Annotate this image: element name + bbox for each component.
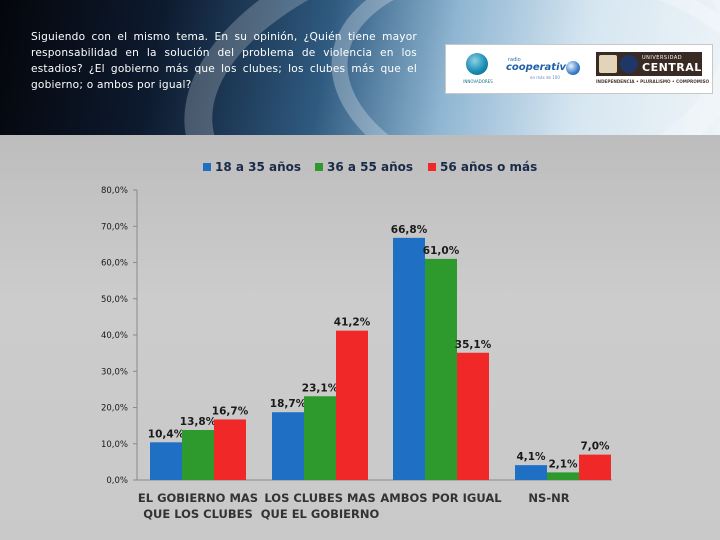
y-tick-label: 50,0%: [101, 295, 128, 305]
data-label: 7,0%: [580, 441, 610, 453]
bar-chart: 0,0% 10,0% 20,0% 30,0% 40,0% 50,0% 60,0% 70,0% 8…: [101, 160, 612, 521]
data-label: 23,1%: [302, 382, 339, 394]
data-label: 4,1%: [516, 451, 546, 463]
bar: [515, 465, 547, 480]
data-label: 35,1%: [455, 339, 492, 351]
legend-swatch: [428, 163, 436, 171]
legend-label: 56 años o más: [440, 160, 537, 174]
data-label: 41,2%: [334, 317, 371, 329]
logos-panel: INNOVADORES radio cooperativa en más de …: [445, 44, 713, 94]
data-label: 16,7%: [212, 405, 249, 417]
cooperativa-globe-icon: [566, 61, 580, 75]
legend-label: 18 a 35 años: [215, 160, 301, 174]
category-label: LOS CLUBES MAS: [264, 491, 375, 505]
legend-swatch: [315, 163, 323, 171]
y-tick-label: 10,0%: [101, 440, 128, 450]
category-label: QUE LOS CLUBES: [143, 507, 253, 521]
bar: [425, 258, 457, 480]
y-tick-label: 60,0%: [101, 259, 128, 269]
seal-icon: [620, 55, 638, 73]
bar: [547, 472, 579, 480]
data-label: 2,1%: [548, 458, 578, 470]
data-label: 18,7%: [270, 398, 307, 410]
cooperativa-logo: radio cooperativa en más de 100: [506, 57, 582, 83]
y-tick-label: 40,0%: [101, 331, 128, 341]
bar: [182, 429, 214, 480]
data-label: 13,8%: [180, 416, 217, 428]
y-tick-label: 0,0%: [106, 476, 128, 486]
bar: [272, 412, 304, 480]
chart-area: 0,0% 10,0% 20,0% 30,0% 40,0% 50,0% 60,0% 70,0% 8…: [0, 135, 720, 540]
y-tick-label: 30,0%: [101, 367, 128, 377]
y-tick-label: 20,0%: [101, 404, 128, 414]
ucentral-logo: UNIVERSIDAD CENTRAL INDEPENDENCIA • PLUR…: [596, 52, 709, 88]
category-label: QUE EL GOBIERNO: [261, 507, 380, 521]
data-label: 66,8%: [391, 224, 428, 236]
bar: [579, 454, 611, 480]
bar: [214, 419, 246, 480]
bar: [304, 396, 336, 480]
data-label: 61,0%: [423, 245, 460, 257]
category-label: AMBOS POR IGUAL: [380, 491, 502, 505]
y-tick-label: 70,0%: [101, 222, 128, 232]
survey-question: Siguiendo con el mismo tema. En su opini…: [31, 31, 417, 91]
innovadores-logo: INNOVADORES: [460, 51, 494, 89]
bar: [150, 442, 182, 480]
legend-label: 36 a 55 años: [327, 160, 413, 174]
bar: [336, 330, 368, 480]
bar: [393, 237, 425, 480]
category-label: NS-NR: [528, 491, 569, 505]
category-label: EL GOBIERNO MAS: [138, 491, 258, 505]
y-tick-label: 80,0%: [101, 186, 128, 196]
header-banner: Siguiendo con el mismo tema. En su opini…: [0, 0, 720, 135]
globe-icon: [466, 53, 488, 75]
data-label: 10,4%: [148, 428, 185, 440]
bar: [457, 352, 489, 480]
legend-swatch: [203, 163, 211, 171]
shield-icon: [599, 55, 617, 73]
